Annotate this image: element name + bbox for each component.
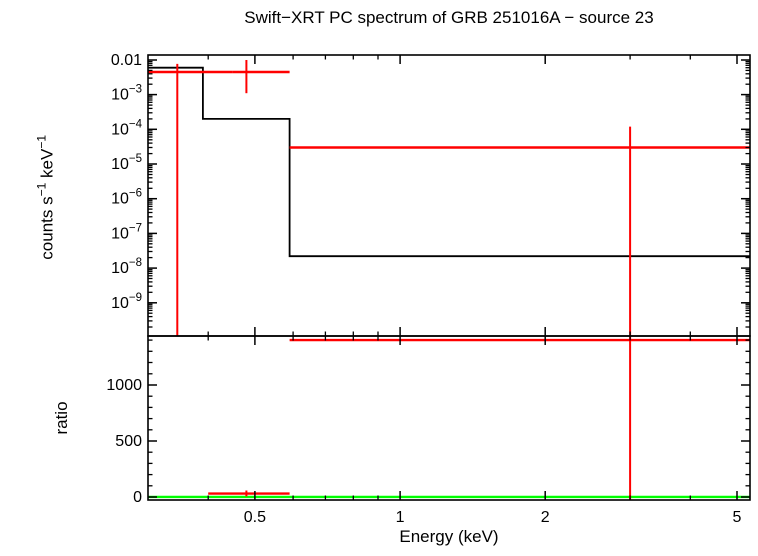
svg-text:0: 0 (133, 489, 142, 506)
x-axis-label: Energy (keV) (399, 527, 499, 546)
svg-text:10−4: 10−4 (111, 118, 143, 138)
svg-text:10−7: 10−7 (111, 222, 142, 242)
svg-text:0.5: 0.5 (244, 509, 266, 526)
svg-text:5: 5 (733, 509, 742, 526)
chart-title: Swift−XRT PC spectrum of GRB 251016A − s… (244, 8, 654, 27)
svg-text:2: 2 (541, 509, 550, 526)
svg-text:0.01: 0.01 (111, 52, 142, 69)
svg-text:500: 500 (115, 433, 142, 450)
svg-text:10−9: 10−9 (111, 292, 142, 312)
svg-text:1: 1 (396, 509, 405, 526)
svg-text:10−6: 10−6 (111, 188, 142, 208)
svg-text:10−5: 10−5 (111, 153, 142, 173)
svg-text:1000: 1000 (106, 377, 142, 394)
svg-text:10−3: 10−3 (111, 84, 142, 104)
svg-text:10−8: 10−8 (111, 257, 142, 277)
